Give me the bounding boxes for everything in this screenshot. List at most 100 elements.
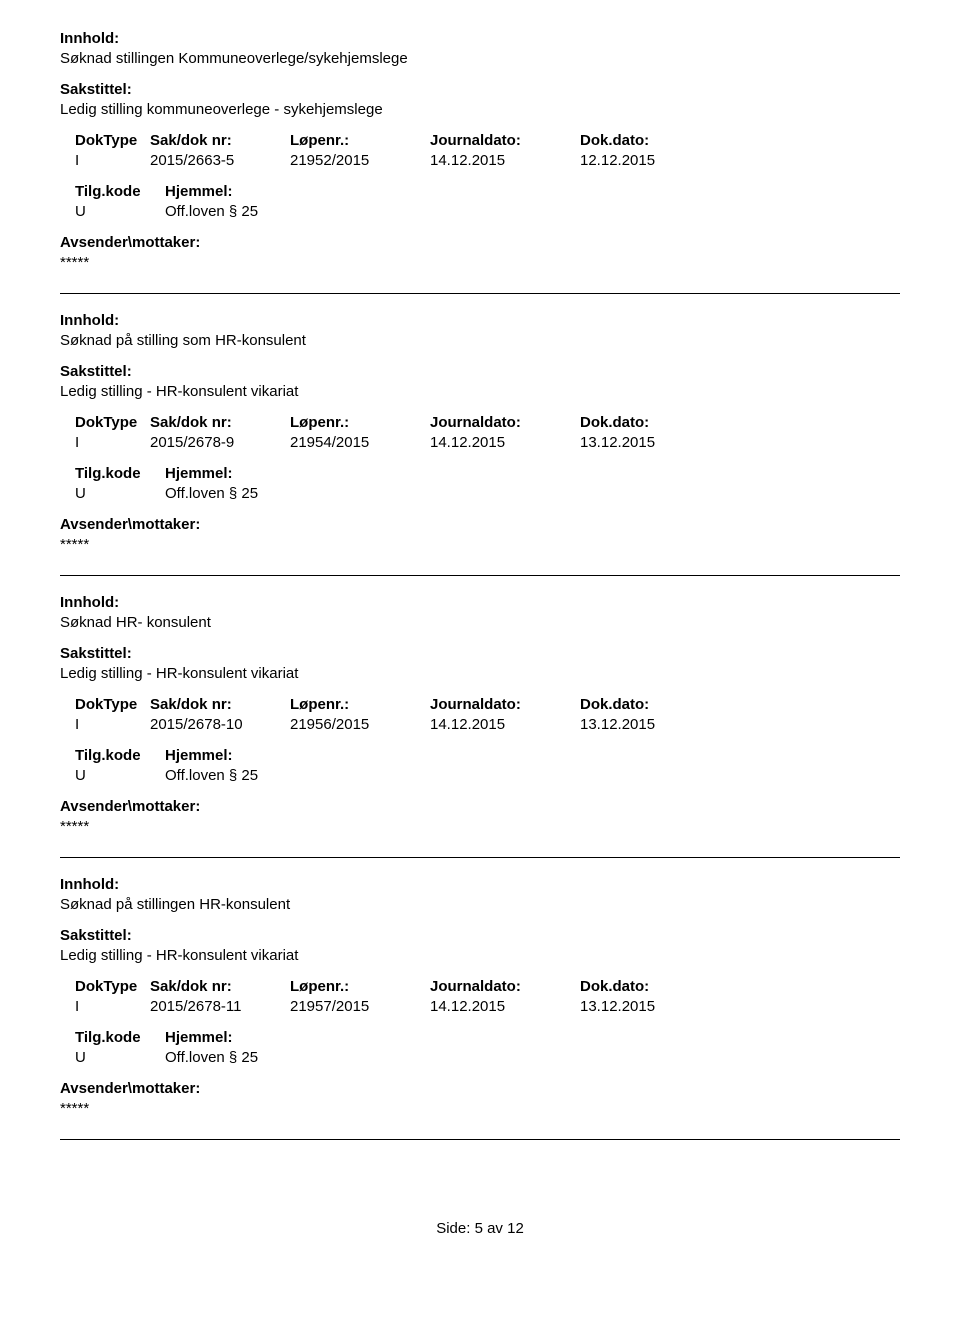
column-headers: DokType Sak/dok nr: Løpenr.: Journaldato… bbox=[60, 696, 900, 713]
footer-current: 5 bbox=[475, 1220, 483, 1237]
avsender-label: Avsender\mottaker: bbox=[60, 516, 900, 533]
data-row: I 2015/2663-5 21952/2015 14.12.2015 12.1… bbox=[60, 152, 900, 169]
tilg-header-row: Tilg.kode Hjemmel: bbox=[60, 1029, 900, 1046]
dokdato-value: 13.12.2015 bbox=[580, 998, 720, 1015]
saknr-value: 2015/2678-10 bbox=[150, 716, 290, 733]
journal-entry: Innhold: Søknad på stilling som HR-konsu… bbox=[60, 312, 900, 576]
hjemmel-value: Off.loven § 25 bbox=[165, 767, 258, 784]
journaldato-value: 14.12.2015 bbox=[430, 434, 580, 451]
journaldato-header: Journaldato: bbox=[430, 696, 580, 713]
column-headers: DokType Sak/dok nr: Løpenr.: Journaldato… bbox=[60, 132, 900, 149]
avsender-value: ***** bbox=[60, 536, 900, 553]
tilgkode-header: Tilg.kode bbox=[60, 747, 165, 764]
sakstittel-label: Sakstittel: bbox=[60, 363, 900, 380]
tilgkode-value: U bbox=[60, 485, 165, 502]
avsender-value: ***** bbox=[60, 1100, 900, 1117]
data-row: I 2015/2678-11 21957/2015 14.12.2015 13.… bbox=[60, 998, 900, 1015]
saknr-header: Sak/dok nr: bbox=[150, 696, 290, 713]
page-footer: Side: 5 av 12 bbox=[60, 1220, 900, 1237]
tilgkode-value: U bbox=[60, 1049, 165, 1066]
journaldato-value: 14.12.2015 bbox=[430, 716, 580, 733]
journaldato-value: 14.12.2015 bbox=[430, 152, 580, 169]
lopenr-value: 21956/2015 bbox=[290, 716, 430, 733]
sakstittel-value: Ledig stilling kommuneoverlege - sykehje… bbox=[60, 101, 900, 118]
doktype-value: I bbox=[60, 152, 150, 169]
tilg-data-row: U Off.loven § 25 bbox=[60, 767, 900, 784]
footer-total: 12 bbox=[507, 1220, 524, 1237]
dokdato-header: Dok.dato: bbox=[580, 414, 720, 431]
tilg-header-row: Tilg.kode Hjemmel: bbox=[60, 747, 900, 764]
tilg-header-row: Tilg.kode Hjemmel: bbox=[60, 465, 900, 482]
column-headers: DokType Sak/dok nr: Løpenr.: Journaldato… bbox=[60, 978, 900, 995]
avsender-value: ***** bbox=[60, 254, 900, 271]
innhold-label: Innhold: bbox=[60, 312, 900, 329]
saknr-header: Sak/dok nr: bbox=[150, 414, 290, 431]
saknr-value: 2015/2663-5 bbox=[150, 152, 290, 169]
lopenr-value: 21952/2015 bbox=[290, 152, 430, 169]
tilg-data-row: U Off.loven § 25 bbox=[60, 203, 900, 220]
sakstittel-value: Ledig stilling - HR-konsulent vikariat bbox=[60, 665, 900, 682]
journal-entry: Innhold: Søknad på stillingen HR-konsule… bbox=[60, 876, 900, 1140]
column-headers: DokType Sak/dok nr: Løpenr.: Journaldato… bbox=[60, 414, 900, 431]
tilgkode-header: Tilg.kode bbox=[60, 1029, 165, 1046]
sakstittel-label: Sakstittel: bbox=[60, 927, 900, 944]
hjemmel-header: Hjemmel: bbox=[165, 465, 233, 482]
avsender-label: Avsender\mottaker: bbox=[60, 798, 900, 815]
doktype-header: DokType bbox=[60, 696, 150, 713]
journaldato-header: Journaldato: bbox=[430, 414, 580, 431]
innhold-value: Søknad HR- konsulent bbox=[60, 614, 900, 631]
footer-sep: av bbox=[487, 1220, 503, 1237]
doktype-header: DokType bbox=[60, 414, 150, 431]
sakstittel-label: Sakstittel: bbox=[60, 81, 900, 98]
saknr-value: 2015/2678-11 bbox=[150, 998, 290, 1015]
dokdato-header: Dok.dato: bbox=[580, 132, 720, 149]
saknr-header: Sak/dok nr: bbox=[150, 132, 290, 149]
avsender-value: ***** bbox=[60, 818, 900, 835]
doktype-header: DokType bbox=[60, 978, 150, 995]
doktype-value: I bbox=[60, 434, 150, 451]
innhold-label: Innhold: bbox=[60, 594, 900, 611]
avsender-label: Avsender\mottaker: bbox=[60, 234, 900, 251]
lopenr-header: Løpenr.: bbox=[290, 978, 430, 995]
tilgkode-value: U bbox=[60, 767, 165, 784]
sakstittel-label: Sakstittel: bbox=[60, 645, 900, 662]
dokdato-value: 13.12.2015 bbox=[580, 716, 720, 733]
tilg-header-row: Tilg.kode Hjemmel: bbox=[60, 183, 900, 200]
hjemmel-header: Hjemmel: bbox=[165, 183, 233, 200]
journal-entry: Innhold: Søknad HR- konsulent Sakstittel… bbox=[60, 594, 900, 858]
journaldato-header: Journaldato: bbox=[430, 132, 580, 149]
lopenr-header: Løpenr.: bbox=[290, 414, 430, 431]
tilgkode-header: Tilg.kode bbox=[60, 465, 165, 482]
journal-entry: Innhold: Søknad stillingen Kommuneoverle… bbox=[60, 30, 900, 294]
footer-prefix: Side: bbox=[436, 1220, 470, 1237]
sakstittel-value: Ledig stilling - HR-konsulent vikariat bbox=[60, 947, 900, 964]
hjemmel-header: Hjemmel: bbox=[165, 1029, 233, 1046]
tilgkode-value: U bbox=[60, 203, 165, 220]
journaldato-header: Journaldato: bbox=[430, 978, 580, 995]
doktype-header: DokType bbox=[60, 132, 150, 149]
saknr-value: 2015/2678-9 bbox=[150, 434, 290, 451]
dokdato-header: Dok.dato: bbox=[580, 696, 720, 713]
innhold-value: Søknad stillingen Kommuneoverlege/sykehj… bbox=[60, 50, 900, 67]
innhold-value: Søknad på stilling som HR-konsulent bbox=[60, 332, 900, 349]
innhold-value: Søknad på stillingen HR-konsulent bbox=[60, 896, 900, 913]
dokdato-value: 13.12.2015 bbox=[580, 434, 720, 451]
doktype-value: I bbox=[60, 998, 150, 1015]
dokdato-value: 12.12.2015 bbox=[580, 152, 720, 169]
data-row: I 2015/2678-9 21954/2015 14.12.2015 13.1… bbox=[60, 434, 900, 451]
lopenr-value: 21954/2015 bbox=[290, 434, 430, 451]
hjemmel-value: Off.loven § 25 bbox=[165, 485, 258, 502]
lopenr-value: 21957/2015 bbox=[290, 998, 430, 1015]
saknr-header: Sak/dok nr: bbox=[150, 978, 290, 995]
innhold-label: Innhold: bbox=[60, 876, 900, 893]
avsender-label: Avsender\mottaker: bbox=[60, 1080, 900, 1097]
tilgkode-header: Tilg.kode bbox=[60, 183, 165, 200]
innhold-label: Innhold: bbox=[60, 30, 900, 47]
hjemmel-value: Off.loven § 25 bbox=[165, 203, 258, 220]
hjemmel-value: Off.loven § 25 bbox=[165, 1049, 258, 1066]
hjemmel-header: Hjemmel: bbox=[165, 747, 233, 764]
journaldato-value: 14.12.2015 bbox=[430, 998, 580, 1015]
tilg-data-row: U Off.loven § 25 bbox=[60, 485, 900, 502]
tilg-data-row: U Off.loven § 25 bbox=[60, 1049, 900, 1066]
lopenr-header: Løpenr.: bbox=[290, 696, 430, 713]
